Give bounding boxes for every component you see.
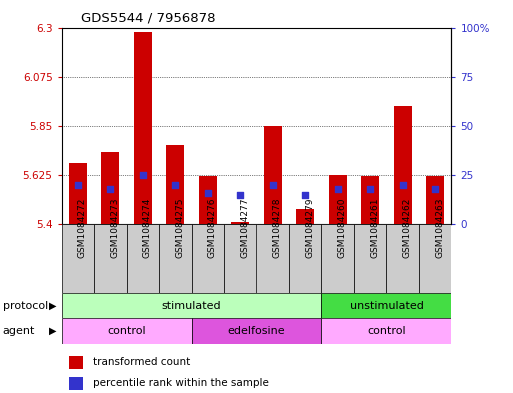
Bar [386,224,419,293]
Text: GSM1084277: GSM1084277 [240,197,249,258]
Bar [62,318,191,344]
Bar [62,224,94,293]
Text: GSM1084272: GSM1084272 [78,197,87,258]
Text: GSM1084278: GSM1084278 [273,197,282,258]
Point [106,185,114,192]
Bar [191,318,322,344]
Bar [231,222,249,224]
Text: ▶: ▶ [49,326,56,336]
Point [333,185,342,192]
Bar [394,106,411,224]
Bar [361,176,379,224]
Bar [354,224,386,293]
Text: GDS5544 / 7956878: GDS5544 / 7956878 [81,12,215,25]
Text: GSM1084274: GSM1084274 [143,197,152,258]
Point [74,182,82,188]
Point [431,185,439,192]
Bar [224,224,256,293]
Bar [166,145,184,224]
Bar [322,318,451,344]
Text: control: control [107,326,146,336]
Point [139,172,147,178]
Bar [69,377,84,390]
Text: edelfosine: edelfosine [228,326,285,336]
Text: GSM1084261: GSM1084261 [370,197,379,258]
Point [236,191,244,198]
Point [399,182,407,188]
Text: GSM1084279: GSM1084279 [305,197,314,258]
Text: GSM1084275: GSM1084275 [175,197,184,258]
Text: control: control [367,326,406,336]
Bar [159,224,191,293]
Text: transformed count: transformed count [93,357,190,367]
Text: GSM1084262: GSM1084262 [403,197,412,258]
Text: GSM1084276: GSM1084276 [208,197,217,258]
Bar [69,356,84,369]
Point [269,182,277,188]
Bar [191,224,224,293]
Bar [69,163,87,224]
Text: ▶: ▶ [49,301,56,310]
Bar [94,224,127,293]
Text: GSM1084260: GSM1084260 [338,197,347,258]
Text: GSM1084273: GSM1084273 [110,197,120,258]
Bar [329,175,347,224]
Bar [256,224,289,293]
Bar [199,176,216,224]
Bar [134,32,152,224]
Bar [289,224,322,293]
Bar [322,224,354,293]
Text: unstimulated: unstimulated [349,301,423,310]
Bar [419,224,451,293]
Text: GSM1084263: GSM1084263 [435,197,444,258]
Point [204,189,212,196]
Point [171,182,180,188]
Text: protocol: protocol [3,301,48,310]
Bar [62,293,322,318]
Bar [127,224,159,293]
Bar [264,126,282,224]
Bar [102,152,119,224]
Text: agent: agent [3,326,35,336]
Bar [322,293,451,318]
Text: percentile rank within the sample: percentile rank within the sample [93,378,269,388]
Point [366,185,374,192]
Bar [297,209,314,224]
Point [301,191,309,198]
Bar [426,176,444,224]
Text: stimulated: stimulated [162,301,221,310]
